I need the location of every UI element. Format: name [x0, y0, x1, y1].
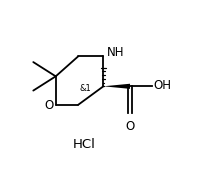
Text: OH: OH — [153, 79, 171, 92]
Text: NH: NH — [107, 46, 124, 59]
Text: &1: &1 — [80, 84, 92, 93]
Text: HCl: HCl — [72, 138, 95, 151]
Text: O: O — [45, 99, 54, 112]
Text: O: O — [125, 120, 135, 134]
Polygon shape — [103, 84, 130, 89]
